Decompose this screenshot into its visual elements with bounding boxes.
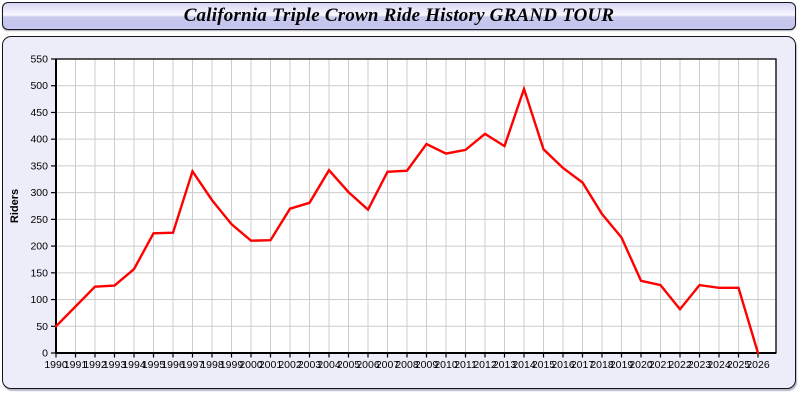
- x-tick-label: 2012: [473, 359, 497, 371]
- y-tick-label: 200: [30, 241, 48, 253]
- x-tick-label: 1996: [161, 359, 185, 371]
- x-tick-label: 2026: [746, 359, 770, 371]
- x-tick-label: 1998: [200, 359, 224, 371]
- chart-title: California Triple Crown Ride History GRA…: [183, 5, 615, 26]
- x-tick-label: 2004: [317, 359, 341, 371]
- x-tick-label: 1999: [220, 359, 244, 371]
- y-tick-label: 0: [42, 348, 48, 360]
- x-tick-label: 1992: [83, 359, 107, 371]
- x-tick-label: 1991: [64, 359, 88, 371]
- x-tick-label: 2016: [551, 359, 575, 371]
- x-tick-label: 2015: [532, 359, 556, 371]
- x-tick-label: 2008: [395, 359, 419, 371]
- x-tick-label: 2001: [259, 359, 283, 371]
- y-tick-label: 250: [30, 214, 48, 226]
- y-tick-label: 450: [30, 107, 48, 119]
- y-tick-label: 100: [30, 294, 48, 306]
- y-tick-label: 500: [30, 80, 48, 92]
- y-tick-label: 550: [30, 54, 48, 66]
- x-tick-label: 2022: [668, 359, 692, 371]
- x-tick-label: 2025: [727, 359, 751, 371]
- title-bar: California Triple Crown Ride History GRA…: [2, 2, 796, 30]
- y-tick-label: 50: [36, 321, 48, 333]
- x-tick-label: 2021: [649, 359, 673, 371]
- chart-panel: 0 50 100 150 200 250 300 350 400 450 500 550 1990 199…: [2, 36, 796, 389]
- x-tick-label: 2003: [298, 359, 322, 371]
- x-tick-label: 1997: [181, 359, 205, 371]
- x-tick-label: 2020: [629, 359, 653, 371]
- x-tick-label: 1995: [142, 359, 166, 371]
- x-tick-label: 2009: [415, 359, 439, 371]
- x-tick-label: 2024: [707, 359, 731, 371]
- x-tick-label: 2018: [590, 359, 614, 371]
- plot-area: [56, 59, 776, 353]
- y-tick-label: 400: [30, 134, 48, 146]
- x-tick-label: 2023: [688, 359, 712, 371]
- x-tick-label: 1990: [44, 359, 68, 371]
- y-axis-title: Riders: [9, 189, 21, 223]
- x-tick-label: 2014: [512, 359, 536, 371]
- x-tick-label: 2010: [434, 359, 458, 371]
- x-tick-label: 2007: [376, 359, 400, 371]
- x-tick-label: 2006: [356, 359, 380, 371]
- x-tick-label: 2017: [571, 359, 595, 371]
- y-tick-label: 350: [30, 160, 48, 172]
- x-tick-label: 2005: [337, 359, 361, 371]
- x-tick-label: 2011: [454, 359, 477, 371]
- y-tick-label: 150: [30, 267, 48, 279]
- x-tick-label: 1994: [122, 359, 146, 371]
- ride-history-chart: 0501001502002503003504004505005501990199…: [9, 54, 777, 371]
- data-line: [54, 85, 760, 355]
- y-tick-label: 300: [30, 187, 48, 199]
- x-tick-label: 2019: [610, 359, 634, 371]
- x-tick-label: 2000: [239, 359, 263, 371]
- x-tick-label: 2013: [493, 359, 517, 371]
- x-tick-label: 2002: [278, 359, 302, 371]
- x-tick-label: 1993: [103, 359, 127, 371]
